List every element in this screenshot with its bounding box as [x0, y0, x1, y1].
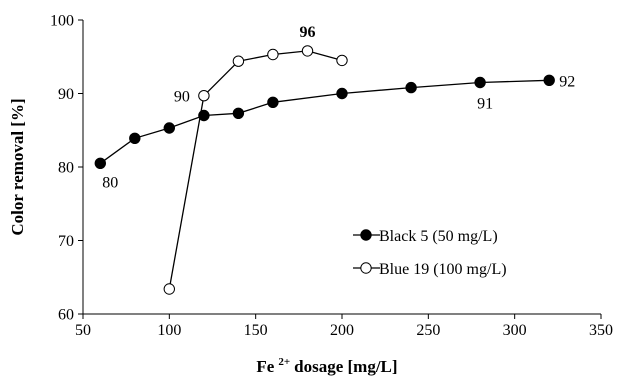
y-tick-label: 100 — [50, 13, 74, 30]
legend: Black 5 (50 mg/L) Blue 19 (100 mg/L) — [353, 228, 507, 278]
data-label: 90 — [174, 89, 190, 106]
legend-entry-blue19: Blue 19 (100 mg/L) — [353, 261, 507, 278]
data-point-0 — [267, 96, 279, 109]
axes — [78, 19, 602, 319]
x-tick-label: 300 — [503, 322, 527, 339]
data-point-0 — [543, 74, 555, 87]
data-point-1 — [301, 45, 314, 57]
x-axis-title-text: dosage [mg/L] — [294, 357, 397, 376]
x-tick-label: 200 — [330, 322, 354, 339]
y-tick-label: 80 — [58, 160, 74, 177]
data-point-1 — [198, 90, 210, 102]
x-axis-title: Fe 2+ dosage [mg/L] — [256, 356, 397, 376]
data-point-0 — [474, 76, 486, 89]
data-label: 92 — [559, 73, 575, 90]
data-point-0 — [94, 157, 107, 170]
x-tick-label: 100 — [157, 322, 181, 339]
legend-marker-black5 — [360, 229, 372, 241]
y-tick-label: 60 — [58, 307, 74, 324]
x-tick-label: 250 — [416, 322, 440, 339]
legend-marker-blue19 — [360, 262, 372, 274]
x-tick-label: 150 — [244, 322, 268, 339]
data-point-1 — [336, 54, 348, 67]
series-line-1 — [168, 50, 343, 290]
x-tick-label: 50 — [75, 322, 91, 339]
data-point-0 — [405, 81, 417, 94]
series-lines — [99, 50, 550, 290]
y-tick-label: 70 — [58, 233, 74, 250]
data-label: 80 — [102, 174, 118, 191]
data-point-0 — [232, 107, 245, 120]
data-point-0 — [336, 87, 348, 100]
y-axis-title: Color removal [%] — [8, 98, 27, 235]
data-point-0 — [163, 122, 176, 134]
tick-labels: 60 70 80 90 100 50 100 150 200 250 300 350 — [50, 13, 613, 340]
data-label: 96 — [300, 24, 316, 41]
data-point-1 — [267, 48, 279, 61]
x-axis-title-superscript: 2+ — [278, 356, 290, 368]
legend-label-black5: Black 5 (50 mg/L) — [379, 228, 498, 245]
series-line-0 — [99, 79, 550, 164]
data-point-0 — [129, 132, 141, 145]
data-point-1 — [232, 55, 245, 67]
series-points — [94, 45, 555, 295]
data-annotations: 80 90 96 91 92 — [102, 24, 575, 191]
legend-entry-black5: Black 5 (50 mg/L) — [353, 228, 498, 245]
data-point-0 — [198, 109, 210, 122]
y-tick-label: 90 — [58, 86, 74, 103]
data-label: 91 — [477, 96, 493, 113]
x-axis-title-prefix: Fe — [256, 357, 274, 376]
x-tick-label: 350 — [589, 322, 613, 339]
legend-label-blue19: Blue 19 (100 mg/L) — [379, 261, 507, 278]
data-point-1 — [163, 283, 176, 295]
